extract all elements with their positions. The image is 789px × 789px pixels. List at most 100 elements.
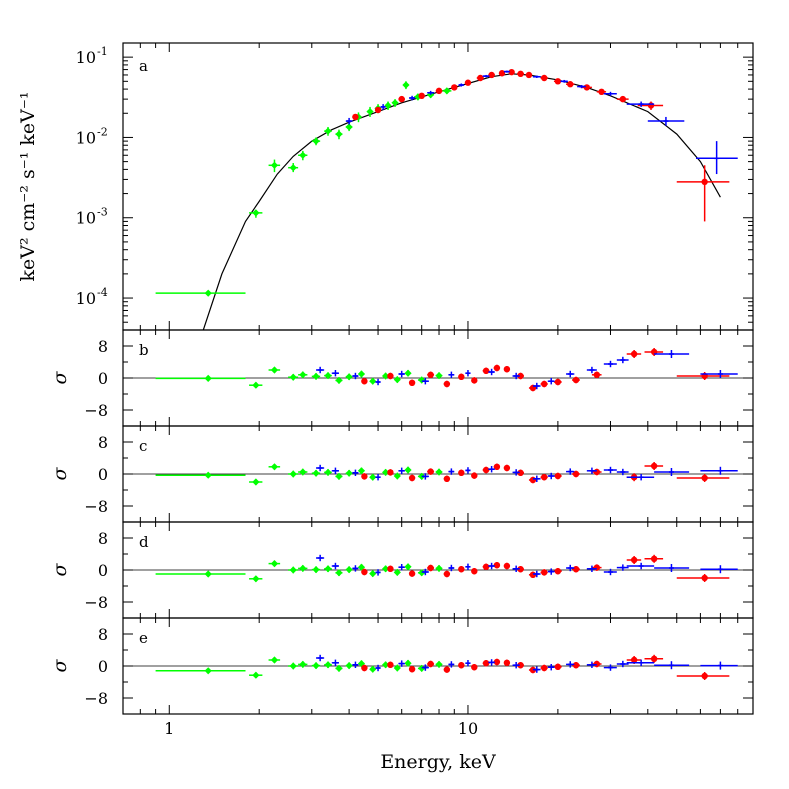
panel-c: 8 0 −8 c σ: [49, 425, 754, 523]
data-point: [369, 473, 377, 481]
data-point: [357, 563, 366, 571]
data-point: [204, 471, 212, 479]
data-point: [382, 565, 390, 573]
y-tick-label: 10 -2: [76, 125, 108, 147]
data-point: [289, 373, 297, 381]
data-point: [572, 662, 580, 669]
data-point: [312, 469, 320, 477]
data-point: [387, 565, 394, 572]
data-point: [482, 466, 490, 474]
data-point: [541, 569, 548, 576]
data-point: [345, 469, 353, 477]
x-tick-label: 1: [164, 719, 174, 738]
data-point: [572, 376, 580, 384]
data-point: [503, 659, 511, 666]
y-tick-label-exponent: -2: [97, 125, 108, 138]
data-point: [324, 565, 332, 573]
data-point: [361, 664, 368, 672]
data-point: [369, 377, 377, 385]
data-point: [701, 474, 708, 482]
data-point: [270, 161, 279, 169]
data-point: [204, 570, 212, 578]
data-point: [361, 568, 368, 576]
data-point: [299, 660, 307, 668]
data-point: [567, 81, 574, 88]
data-point: [593, 564, 601, 571]
data-point: [289, 470, 297, 478]
series-green: [155, 366, 443, 389]
data-point: [630, 556, 638, 564]
series-blue: [316, 654, 738, 673]
data-point: [387, 661, 394, 668]
data-point: [404, 369, 412, 377]
data-point: [503, 464, 511, 472]
data-point: [464, 79, 472, 86]
data-point: [418, 569, 426, 577]
panel-label: e: [139, 629, 148, 647]
panel-b: 8 0 −8 b σ: [49, 329, 754, 427]
data-point: [270, 463, 279, 471]
series-blue: [316, 350, 738, 390]
data-point: [270, 366, 279, 374]
data-point: [361, 378, 368, 385]
data-point: [252, 478, 260, 486]
data-point: [398, 95, 405, 103]
data-point: [324, 127, 332, 135]
data-point: [393, 664, 401, 672]
data-point: [650, 462, 658, 470]
data-point: [498, 70, 506, 77]
data-point: [435, 564, 443, 572]
data-point: [443, 87, 451, 95]
data-point: [443, 666, 451, 673]
data-point: [701, 672, 708, 680]
data-point: [458, 566, 465, 573]
data-point: [393, 472, 401, 480]
data-point: [312, 137, 320, 145]
data-point: [435, 468, 443, 476]
data-point: [312, 566, 320, 574]
y-tick-label: −8: [84, 401, 108, 420]
data-point: [345, 123, 353, 131]
data-point: [435, 372, 443, 380]
data-point: [252, 575, 260, 583]
data-point: [458, 662, 465, 669]
data-point: [517, 662, 524, 669]
series-blue: [316, 464, 738, 482]
data-point: [357, 660, 366, 668]
data-point: [435, 660, 443, 668]
data-point: [418, 92, 425, 100]
data-point: [391, 99, 399, 107]
data-point: [701, 178, 708, 186]
data-point: [572, 470, 580, 478]
data-point: [541, 74, 548, 82]
data-point: [493, 364, 501, 372]
data-point: [517, 469, 524, 476]
data-point: [335, 472, 343, 480]
data-point: [647, 102, 655, 109]
data-point: [517, 566, 524, 573]
data-point: [387, 372, 394, 380]
data-point: [493, 658, 501, 666]
data-point: [357, 467, 366, 475]
y-tick-label-base: 10: [76, 128, 96, 147]
y-tick-label-exponent: -1: [97, 45, 108, 58]
data-point: [408, 474, 416, 482]
data-point: [289, 164, 297, 172]
data-point: [324, 468, 332, 476]
data-point: [517, 372, 524, 380]
data-point: [352, 113, 359, 121]
data-point: [299, 371, 307, 379]
data-point: [335, 130, 343, 138]
data-point: [335, 664, 343, 672]
data-point: [482, 660, 490, 667]
data-point: [471, 472, 478, 479]
data-point: [493, 463, 501, 470]
data-point: [312, 662, 320, 670]
series-red: [361, 554, 730, 582]
data-point: [554, 472, 562, 480]
data-point: [335, 376, 343, 384]
data-point: [299, 468, 307, 476]
data-point: [541, 664, 548, 672]
